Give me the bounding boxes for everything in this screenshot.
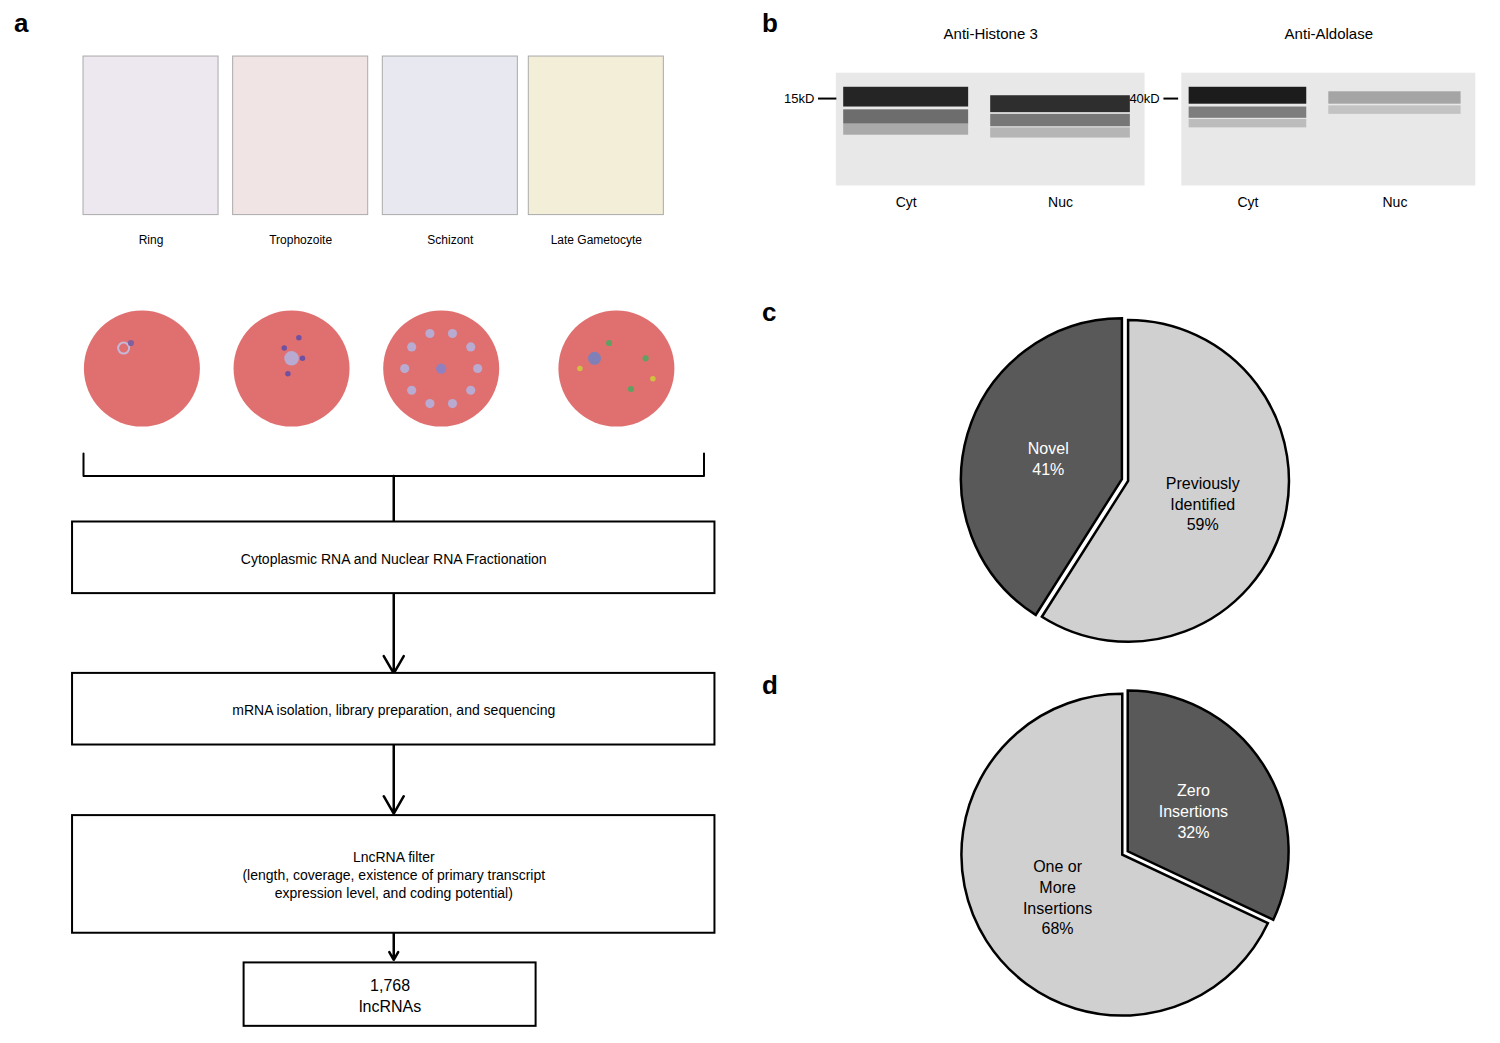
svg-text:Novel41%: Novel41%: [1028, 440, 1069, 478]
svg-text:Cytoplasmic RNA and Nuclear RN: Cytoplasmic RNA and Nuclear RNA Fraction…: [241, 551, 547, 567]
svg-text:Ring: Ring: [139, 233, 164, 247]
svg-text:1,768lncRNAs: 1,768lncRNAs: [359, 977, 421, 1015]
svg-text:PreviouslyIdentified59%: PreviouslyIdentified59%: [1166, 475, 1240, 534]
svg-text:Cyt: Cyt: [896, 194, 917, 210]
svg-text:40kD: 40kD: [1129, 91, 1159, 106]
html-text:c: c: [762, 297, 777, 327]
html-text:b: b: [762, 8, 778, 38]
svg-text:mRNA isolation, library prepar: mRNA isolation, library preparation, and…: [232, 702, 555, 718]
svg-text:Schizont: Schizont: [427, 233, 474, 247]
svg-text:Trophozoite: Trophozoite: [269, 233, 332, 247]
svg-text:LncRNA filter(length, coverage: LncRNA filter(length, coverage, existenc…: [242, 849, 545, 901]
html-text:d: d: [762, 670, 778, 700]
svg-text:Anti-Histone 3: Anti-Histone 3: [944, 25, 1038, 42]
svg-text:Anti-Aldolase: Anti-Aldolase: [1285, 25, 1373, 42]
svg-text:Cyt: Cyt: [1237, 194, 1258, 210]
svg-text:ZeroInsertions32%: ZeroInsertions32%: [1159, 782, 1228, 841]
svg-text:Nuc: Nuc: [1048, 194, 1073, 210]
svg-text:One orMoreInsertions68%: One orMoreInsertions68%: [1023, 858, 1092, 937]
svg-text:Nuc: Nuc: [1382, 194, 1407, 210]
html-text:a: a: [14, 8, 29, 38]
svg-text:Late Gametocyte: Late Gametocyte: [551, 233, 643, 247]
svg-text:15kD: 15kD: [784, 91, 814, 106]
